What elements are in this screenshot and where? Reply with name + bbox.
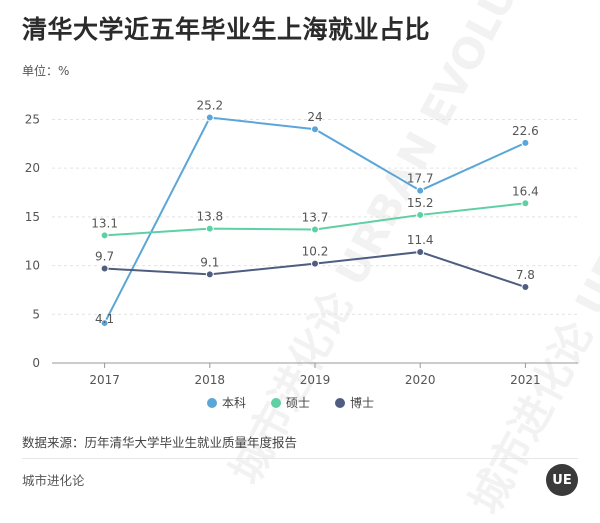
legend-marker-shuoshi — [271, 398, 281, 408]
chart-title: 清华大学近五年毕业生上海就业占比 — [22, 15, 431, 44]
footer-brand: 城市进化论 — [22, 473, 85, 488]
data-label: 17.7 — [407, 172, 434, 186]
data-label: 13.1 — [91, 216, 118, 230]
data-point — [311, 225, 319, 234]
x-tick-label: 2020 — [405, 373, 436, 387]
legend-marker-boshi — [335, 398, 345, 408]
data-label: 25.2 — [196, 99, 223, 113]
data-point — [205, 224, 214, 233]
y-tick-label: 20 — [25, 161, 40, 175]
data-label: 15.2 — [407, 196, 434, 210]
legend: 本科 硕士 博士 — [207, 395, 374, 410]
data-label: 16.4 — [512, 184, 539, 198]
legend-label: 博士 — [350, 395, 374, 410]
y-tick-label: 25 — [25, 112, 40, 126]
data-label: 7.8 — [516, 268, 535, 282]
grid-lines — [52, 118, 578, 315]
data-label: 9.1 — [200, 255, 219, 269]
y-tick-label: 10 — [25, 259, 40, 273]
data-point — [100, 319, 109, 328]
data-label: 11.4 — [407, 233, 434, 247]
data-point — [205, 270, 214, 279]
y-tick-label: 5 — [32, 307, 40, 321]
line-chart: 0 5 10 15 20 25 2017 2018 2019 2020 2021 4.1 25.2 24… — [25, 99, 578, 410]
data-point — [205, 113, 214, 122]
data-label: 13.8 — [196, 210, 223, 224]
data-label: 24 — [307, 110, 322, 124]
data-source: 数据来源：历年清华大学毕业生就业质量年度报告 — [22, 435, 298, 450]
x-tick-label: 2021 — [510, 373, 541, 387]
data-point — [100, 264, 109, 273]
data-point — [416, 210, 425, 219]
data-point — [521, 199, 530, 208]
data-label: 13.7 — [302, 211, 329, 225]
data-point — [521, 138, 530, 147]
data-label: 4.1 — [95, 312, 114, 326]
data-point — [416, 186, 425, 195]
data-point — [416, 247, 425, 256]
legend-label: 本科 — [222, 396, 246, 410]
data-point — [311, 125, 319, 134]
x-tick-label: 2019 — [300, 373, 331, 387]
legend-marker-benke — [207, 398, 217, 408]
x-tick-label: 2018 — [195, 373, 226, 387]
data-point — [100, 231, 109, 240]
data-point — [521, 283, 530, 292]
legend-label: 硕士 — [286, 396, 310, 410]
brand-logo: UE — [546, 464, 578, 496]
data-label: 9.7 — [95, 250, 114, 264]
data-label: 22.6 — [512, 124, 539, 138]
footer-divider — [22, 458, 578, 459]
y-tick-label: 15 — [25, 210, 40, 224]
x-tick-label: 2017 — [89, 373, 120, 387]
data-point — [311, 259, 319, 268]
axis: 0 5 10 15 20 25 2017 2018 2019 2020 2021 — [25, 112, 578, 387]
y-tick-label: 0 — [32, 356, 40, 370]
unit-label: 单位：% — [22, 64, 70, 78]
data-label: 10.2 — [302, 245, 329, 259]
series-layer: 4.1 25.2 24 17.7 22.6 13.1 13.8 13.7 15.2 16.4 9.7… — [91, 99, 539, 328]
